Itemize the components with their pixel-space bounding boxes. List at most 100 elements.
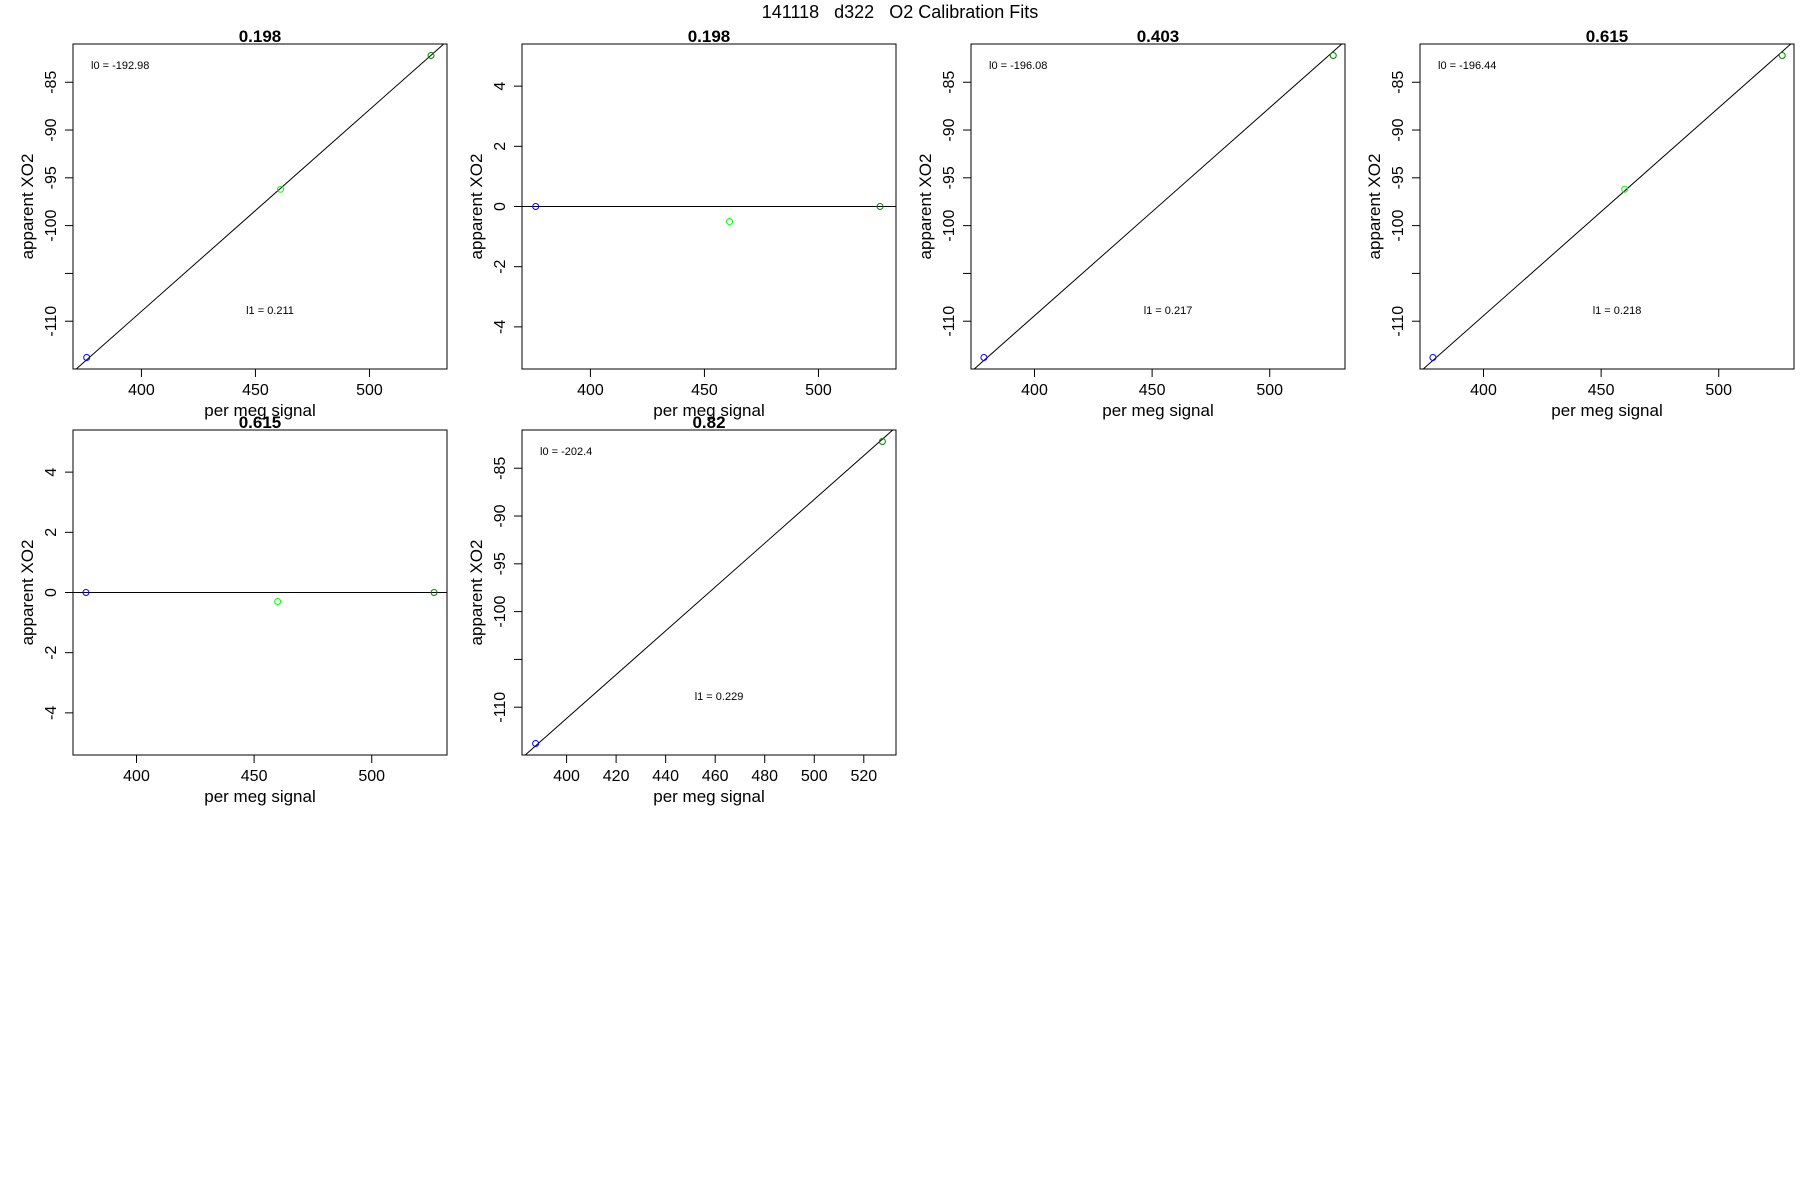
data-point — [1329, 51, 1337, 59]
y-axis-label: apparent XO2 — [467, 540, 486, 646]
y-tick-label: 4 — [43, 468, 60, 477]
x-axis: 400 450 500 — [1470, 368, 1732, 399]
y-tick-label: -95 — [1390, 166, 1407, 189]
x-axis: 400 450 500 — [128, 368, 383, 399]
y-tick-label: -85 — [1390, 71, 1407, 94]
data-point — [82, 589, 90, 596]
data-point — [274, 598, 282, 606]
intercept-label: l0 = -196.44 — [1438, 60, 1496, 72]
x-tick-label: 400 — [1021, 382, 1048, 399]
y-tick-label: -4 — [43, 706, 60, 720]
chart-panel: 0.615 400 450 500 per meg signal -85 -90 -95 -10… — [1365, 27, 1795, 420]
y-tick-label: -110 — [941, 306, 958, 337]
x-tick-label: 480 — [751, 768, 778, 785]
x-axis-label: per meg signal — [204, 787, 316, 806]
x-tick-label: 500 — [358, 768, 385, 785]
plot-area — [522, 203, 896, 226]
y-tick-label: 2 — [43, 528, 60, 537]
y-tick-label: 0 — [492, 202, 509, 211]
x-tick-label: 400 — [553, 768, 580, 785]
y-tick-label: 2 — [492, 142, 509, 151]
slope-label: l1 = 0.229 — [695, 691, 744, 703]
data-point — [1778, 51, 1786, 59]
data-point — [726, 218, 734, 226]
chart-panel: 0.198 400 450 500 per meg signal 4 2 0 -2 -4 appar… — [467, 27, 897, 420]
y-tick-label: -100 — [43, 210, 60, 242]
panel-title: 0.403 — [1137, 27, 1180, 46]
data-point — [532, 740, 540, 748]
data-point — [532, 203, 540, 210]
x-tick-label: 500 — [1256, 382, 1283, 399]
panel-title: 0.615 — [239, 413, 282, 432]
y-axis-label: apparent XO2 — [18, 154, 37, 260]
plot-area — [73, 589, 447, 606]
data-point — [1429, 354, 1437, 362]
x-tick-label: 450 — [691, 382, 718, 399]
y-tick-label: -95 — [43, 166, 60, 189]
x-axis-label: per meg signal — [1102, 401, 1214, 420]
data-point — [980, 354, 988, 362]
x-tick-label: 450 — [1139, 382, 1166, 399]
x-tick-label: 520 — [850, 768, 877, 785]
plot-area — [973, 44, 1343, 369]
y-tick-label: -110 — [43, 306, 60, 337]
x-tick-label: 500 — [356, 382, 383, 399]
y-tick-label: 4 — [492, 82, 509, 91]
y-axis-label: apparent XO2 — [916, 154, 935, 260]
x-tick-label: 400 — [1470, 382, 1497, 399]
y-axis: -85 -90 -95 -100 -110 — [1390, 71, 1421, 337]
y-tick-label: -90 — [43, 118, 60, 141]
x-axis-label: per meg signal — [1551, 401, 1663, 420]
x-axis: 400 450 500 — [123, 754, 385, 785]
y-axis: -85 -90 -95 -100 -110 — [492, 457, 523, 723]
y-tick-label: -85 — [941, 71, 958, 94]
data-point — [1621, 185, 1629, 193]
y-axis-label: apparent XO2 — [1365, 154, 1384, 260]
y-axis: -85 -90 -95 -100 -110 — [941, 71, 972, 337]
y-tick-label: -90 — [492, 504, 509, 527]
x-tick-label: 500 — [805, 382, 832, 399]
data-point — [876, 203, 884, 210]
plot-area — [1422, 44, 1792, 369]
y-tick-label: 0 — [43, 588, 60, 597]
chart-panel: 0.615 400 450 500 per meg signal 4 2 0 -2 -4 appar… — [18, 413, 448, 806]
x-tick-label: 450 — [242, 382, 269, 399]
x-tick-label: 460 — [702, 768, 729, 785]
y-tick-label: -100 — [941, 210, 958, 242]
plot-area — [524, 430, 894, 755]
panel-title: 0.198 — [239, 27, 282, 46]
x-axis-label: per meg signal — [204, 401, 316, 420]
x-tick-label: 500 — [1705, 382, 1732, 399]
x-tick-label: 420 — [603, 768, 630, 785]
y-tick-label: -2 — [492, 259, 509, 273]
x-tick-label: 440 — [652, 768, 679, 785]
figure-title: 141118 d322 O2 Calibration Fits — [762, 2, 1039, 22]
plot-area — [75, 44, 445, 369]
y-axis-label: apparent XO2 — [18, 540, 37, 646]
x-axis: 400 450 500 — [1021, 368, 1283, 399]
x-axis: 400 420 440 460 480 500 520 — [553, 754, 877, 785]
chart-panel: 0.403 400 450 500 per meg signal -85 -90 -95 -10… — [916, 27, 1346, 420]
y-axis: 4 2 0 -2 -4 — [492, 82, 523, 334]
y-tick-label: -95 — [492, 552, 509, 575]
panel-title: 0.615 — [1586, 27, 1629, 46]
y-tick-label: -85 — [43, 71, 60, 94]
y-axis-label: apparent XO2 — [467, 154, 486, 260]
y-axis: 4 2 0 -2 -4 — [43, 468, 74, 720]
y-tick-label: -100 — [492, 596, 509, 628]
fit-line — [75, 44, 445, 369]
x-tick-label: 450 — [1588, 382, 1615, 399]
chart-panel: 0.198 400 450 500 per meg signal -85 -90 -95 -10… — [18, 27, 448, 420]
slope-label: l1 = 0.211 — [246, 305, 294, 317]
x-axis-label: per meg signal — [653, 787, 765, 806]
data-point — [83, 354, 91, 362]
y-tick-label: -90 — [941, 118, 958, 141]
slope-label: l1 = 0.218 — [1593, 305, 1642, 317]
x-tick-label: 500 — [801, 768, 828, 785]
fit-line — [524, 430, 894, 755]
y-tick-label: -95 — [941, 166, 958, 189]
data-point — [430, 589, 438, 596]
y-tick-label: -110 — [1390, 306, 1407, 337]
